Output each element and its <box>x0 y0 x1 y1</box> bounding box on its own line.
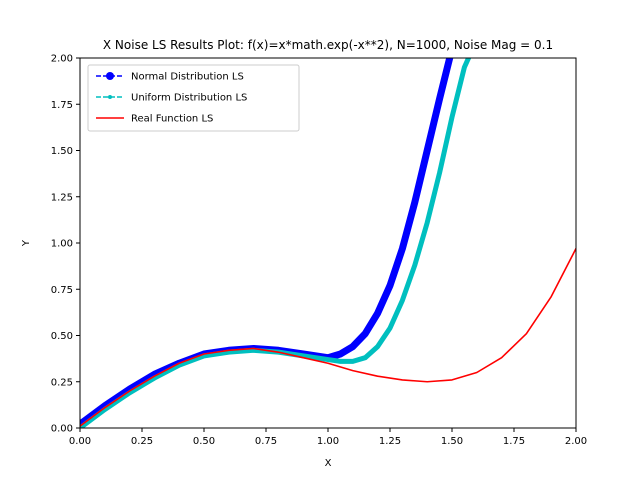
x-tick-label: 0.00 <box>69 436 91 447</box>
y-axis-label: Y <box>21 239 32 247</box>
y-tick-label: 0.75 <box>51 285 73 296</box>
legend-label: Normal Distribution LS <box>131 72 244 83</box>
series-line-2 <box>80 58 472 428</box>
x-axis-label: X <box>325 458 332 469</box>
y-tick-label: 1.25 <box>51 192 73 203</box>
x-tick-label: 2.00 <box>565 436 587 447</box>
x-tick-label: 0.50 <box>193 436 215 447</box>
legend-swatch-marker <box>106 72 114 80</box>
series-layer <box>80 58 576 428</box>
legend-label: Uniform Distribution LS <box>131 93 247 104</box>
y-tick-label: 2.00 <box>51 54 73 65</box>
legend-box <box>87 64 300 132</box>
y-tick-label: 0.25 <box>51 377 73 388</box>
y-tick-label: 1.75 <box>51 100 73 111</box>
x-tick-label: 0.25 <box>131 436 153 447</box>
chart-title: X Noise LS Results Plot: f(x)=x*math.exp… <box>103 38 553 52</box>
x-tick-label: 0.75 <box>255 436 277 447</box>
y-tick-label: 1.00 <box>51 239 73 250</box>
legend-swatch-marker <box>108 95 112 99</box>
y-tick-label: 1.50 <box>51 146 73 157</box>
series-line-3 <box>80 247 576 427</box>
x-tick-label: 1.50 <box>441 436 463 447</box>
y-tick-label: 0.00 <box>51 424 73 435</box>
axes-layer: 0.00 0.25 0.50 0.75 1.00 1.25 1.50 1.75 2.00 0.00… <box>51 54 587 448</box>
legend: Normal Distribution LS Uniform Distributi… <box>87 64 300 132</box>
x-tick-label: 1.75 <box>503 436 525 447</box>
x-tick-label: 1.25 <box>379 436 401 447</box>
legend-label: Real Function LS <box>131 114 213 125</box>
y-tick-label: 0.50 <box>51 331 73 342</box>
x-tick-label: 1.00 <box>317 436 339 447</box>
